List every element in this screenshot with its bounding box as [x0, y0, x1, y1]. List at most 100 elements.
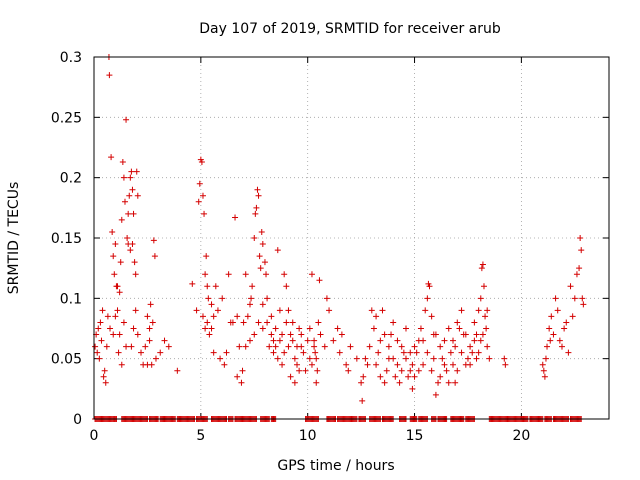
- data-point: [99, 307, 106, 314]
- data-point: [199, 313, 206, 320]
- data-point: [115, 349, 122, 356]
- data-point: [388, 331, 395, 338]
- data-point: [571, 295, 578, 302]
- data-point: [359, 397, 366, 404]
- data-point: [165, 343, 172, 350]
- data-point: [287, 373, 294, 380]
- data-point: [150, 237, 157, 244]
- data-point: [114, 307, 121, 314]
- data-point: [390, 319, 397, 326]
- y-tick-label: 0.2: [60, 171, 82, 187]
- data-point: [311, 343, 318, 350]
- data-point: [149, 319, 156, 326]
- data-point: [484, 307, 491, 314]
- data-point: [259, 325, 266, 332]
- data-point: [223, 349, 230, 356]
- data-point: [199, 192, 206, 199]
- data-point: [415, 337, 422, 344]
- data-point: [552, 295, 559, 302]
- data-point: [291, 355, 298, 362]
- data-point: [279, 361, 286, 368]
- data-point: [546, 325, 553, 332]
- data-point: [469, 349, 476, 356]
- data-point: [467, 343, 474, 350]
- data-point: [471, 319, 478, 326]
- data-point: [110, 331, 117, 338]
- data-point: [473, 331, 480, 338]
- data-point: [133, 168, 140, 175]
- data-point: [253, 204, 260, 211]
- data-point: [577, 235, 584, 241]
- data-point: [279, 331, 286, 338]
- data-point: [308, 271, 315, 278]
- axis-ticks: 0 5 10 15 20 0 0.05 0.1 0.15 0.2 0.25 0.3: [51, 50, 609, 444]
- data-point: [565, 349, 572, 356]
- data-point: [294, 361, 301, 368]
- data-point: [441, 337, 448, 344]
- data-point: [268, 313, 275, 320]
- data-point: [120, 174, 127, 181]
- data-point: [445, 379, 452, 386]
- y-tick-label: 0.25: [51, 110, 82, 126]
- data-point: [132, 271, 139, 278]
- data-point: [456, 325, 463, 332]
- x-tick-label: 10: [299, 428, 317, 444]
- grid-lines: [94, 57, 609, 419]
- data-point: [189, 280, 196, 287]
- x-tick-label: 20: [512, 428, 530, 444]
- data-point: [501, 355, 508, 362]
- data-point: [289, 319, 296, 326]
- data-point: [454, 319, 461, 326]
- data-point: [413, 349, 420, 356]
- data-point: [477, 337, 484, 344]
- data-point: [123, 343, 130, 350]
- data-point: [259, 241, 266, 248]
- data-point: [579, 295, 586, 302]
- data-point: [477, 295, 484, 302]
- data-point: [274, 355, 281, 362]
- data-point: [561, 325, 568, 332]
- data-point: [198, 158, 205, 165]
- data-point: [398, 343, 405, 350]
- data-point: [221, 361, 228, 368]
- data-point: [373, 361, 380, 368]
- data-point: [443, 367, 450, 374]
- data-point: [97, 319, 104, 326]
- data-point: [439, 355, 446, 362]
- data-point: [268, 331, 275, 338]
- data-point: [437, 373, 444, 380]
- data-point: [112, 241, 119, 248]
- data-point: [274, 247, 281, 254]
- data-point: [276, 337, 283, 344]
- data-point: [217, 355, 224, 362]
- data-point: [567, 283, 574, 290]
- data-point: [251, 235, 258, 241]
- data-point: [422, 307, 429, 314]
- data-point: [450, 337, 457, 344]
- data-point: [475, 349, 482, 356]
- data-point: [580, 301, 587, 308]
- data-point: [424, 349, 431, 356]
- data-point: [117, 259, 124, 266]
- data-point: [542, 355, 549, 362]
- data-point: [111, 271, 118, 278]
- data-point: [313, 379, 320, 386]
- data-point: [541, 373, 548, 380]
- data-point: [119, 158, 126, 165]
- data-point: [92, 343, 99, 350]
- data-point: [411, 373, 418, 380]
- data-point: [576, 265, 583, 272]
- data-point: [311, 337, 318, 344]
- data-point: [196, 180, 203, 187]
- data-point: [285, 307, 292, 314]
- data-point: [112, 313, 119, 320]
- data-point: [366, 343, 373, 350]
- data-point: [157, 349, 164, 356]
- data-point: [547, 337, 554, 344]
- data-point: [480, 283, 487, 290]
- data-point: [212, 283, 219, 290]
- data-point: [445, 325, 452, 332]
- data-point: [102, 379, 109, 386]
- data-point: [478, 265, 485, 272]
- data-point: [126, 192, 133, 199]
